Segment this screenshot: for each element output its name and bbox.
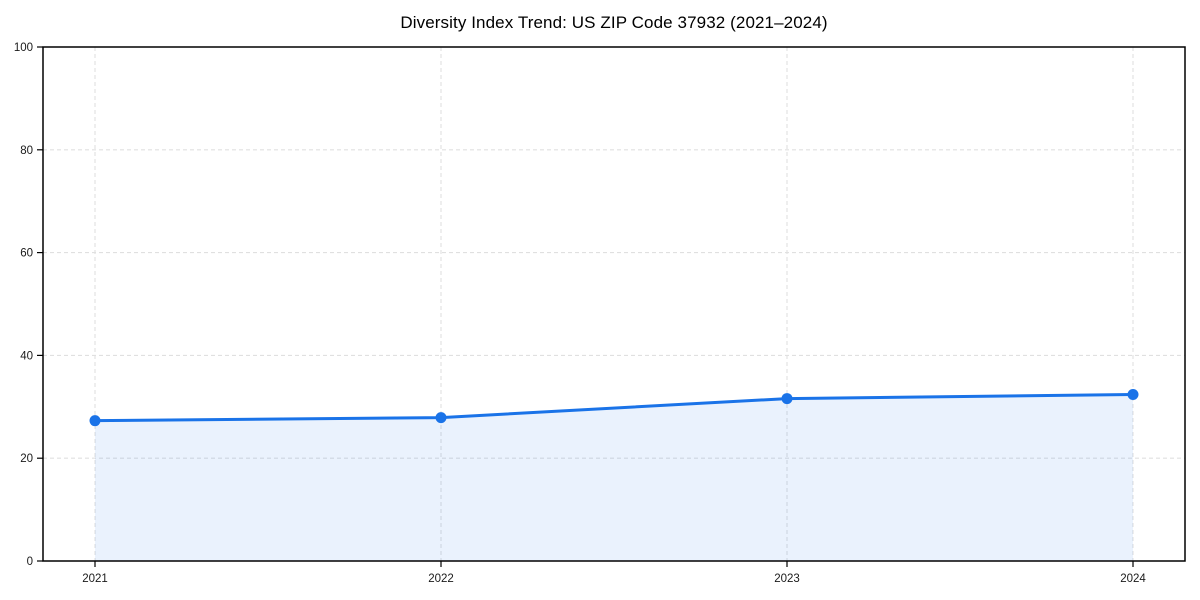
y-tick-label: 60 [20,248,33,260]
trend-line [93,392,1135,423]
data-point [435,412,447,424]
y-tick-label: 100 [14,42,33,54]
chart-title: Diversity Index Trend: US ZIP Code 37932… [400,13,828,32]
x-tick-label: 2021 [82,573,108,585]
y-tick-label: 40 [20,350,33,362]
data-point [89,415,101,427]
y-tick-label: 20 [20,453,33,465]
area-fill [95,394,1133,561]
x-tick-label: 2022 [428,573,454,585]
data-point [781,393,793,405]
plot-border [42,46,1186,562]
y-tick-label: 0 [27,556,33,568]
x-tick-label: 2023 [774,573,800,585]
x-tick-label: 2024 [1120,573,1146,585]
data-point [1127,388,1139,400]
y-tick-label: 80 [20,145,33,157]
